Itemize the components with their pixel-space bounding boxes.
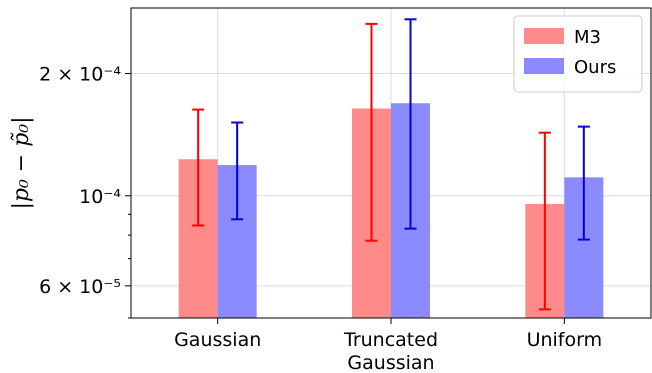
- x-tick-label: Uniform: [527, 329, 603, 351]
- y-tick-label: 6 × 10⁻⁵: [39, 276, 121, 298]
- y-tick-label: 10⁻⁴: [79, 186, 121, 208]
- error-bars: [192, 18, 590, 311]
- x-tick-label: Gaussian: [174, 329, 261, 351]
- y-axis-label: |p₀ − p̃₀|: [9, 116, 34, 209]
- y-tick-label: 2 × 10⁻⁴: [39, 64, 121, 86]
- x-tick-label: Truncated: [343, 329, 438, 351]
- x-tick-label: Gaussian: [347, 352, 434, 373]
- bars: [178, 103, 604, 318]
- legend-label-ours: Ours: [574, 57, 616, 78]
- legend: M3 Ours: [513, 15, 643, 93]
- legend-swatch-m3: [524, 28, 564, 44]
- legend-label-m3: M3: [574, 27, 601, 48]
- legend-swatch-ours: [524, 58, 564, 74]
- y-ticks: 6 × 10⁻⁵ 10⁻⁴ 2 × 10⁻⁴: [39, 64, 131, 319]
